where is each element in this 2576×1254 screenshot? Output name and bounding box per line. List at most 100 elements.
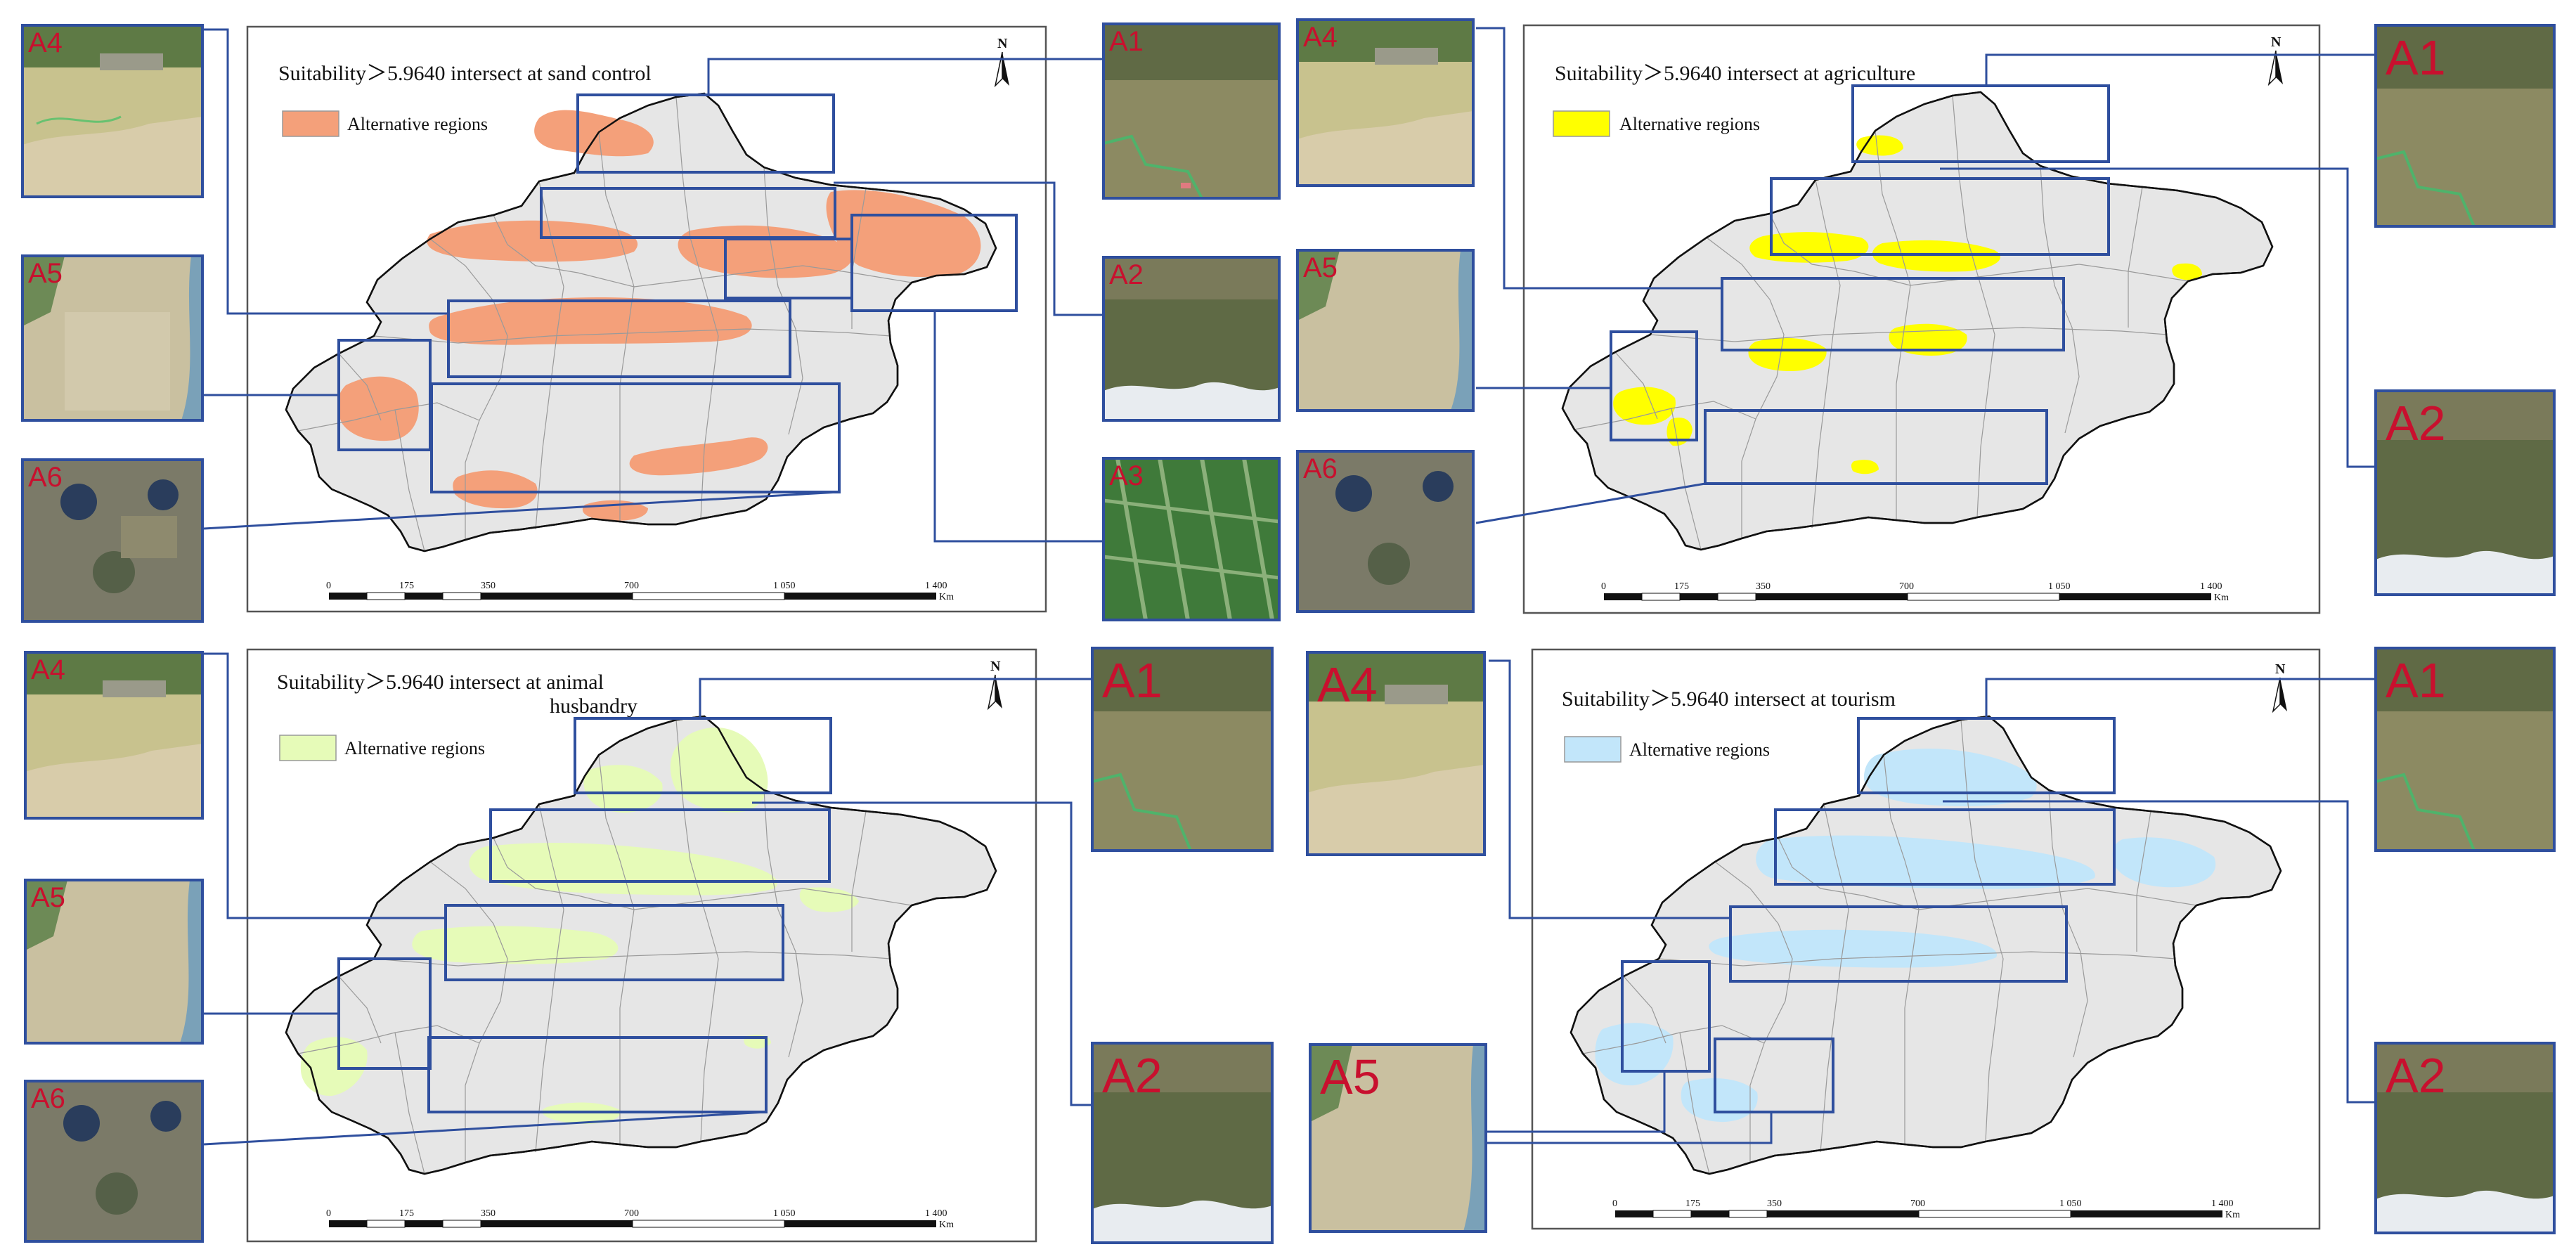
svg-text:350: 350 xyxy=(481,581,496,591)
zoom-box-a1 xyxy=(574,717,832,794)
thumbnail-a5: A5 xyxy=(24,879,204,1045)
thumbnail-a2: A2 xyxy=(2374,1042,2556,1234)
svg-text:175: 175 xyxy=(1674,581,1689,592)
zoom-box-a6 xyxy=(430,382,841,493)
panel-agriculture: Suitability＞5.9640 intersect at agricult… xyxy=(1475,24,2374,614)
svg-text:A6: A6 xyxy=(28,462,63,493)
thumbnail-a4: A4 xyxy=(24,651,204,820)
svg-text:A1: A1 xyxy=(1109,26,1144,57)
zoom-box-a5 xyxy=(1621,960,1711,1073)
svg-text:A2: A2 xyxy=(2386,396,2446,451)
thumbnail-a1: A1 xyxy=(2374,647,2556,852)
thumbnail-a3: A3 xyxy=(1102,457,1281,621)
zoom-box-a2 xyxy=(1774,808,2116,886)
leader-lines xyxy=(203,652,1091,1146)
thumbnail-a6: A6 xyxy=(1296,450,1475,613)
svg-text:A5: A5 xyxy=(28,258,63,289)
svg-text:A4: A4 xyxy=(1317,657,1378,712)
svg-text:175: 175 xyxy=(399,1208,414,1219)
thumbnail-a2: A2 xyxy=(2374,389,2556,596)
scale-bar: 0 175 350 700 1 050 1 400 Km xyxy=(326,581,954,602)
svg-text:Km: Km xyxy=(2214,593,2229,603)
thumbnail-a6: A6 xyxy=(24,1080,204,1243)
svg-text:A4: A4 xyxy=(1303,22,1338,53)
legend-swatch xyxy=(1553,110,1610,137)
zoom-box-a6 xyxy=(427,1036,768,1113)
svg-text:A3: A3 xyxy=(1109,460,1144,491)
thumbnail-a5: A5 xyxy=(21,254,204,422)
svg-text:A5: A5 xyxy=(1320,1049,1380,1104)
panel-title: Suitability＞5.9640 intersect at tourism xyxy=(1562,687,1896,711)
svg-text:1 050: 1 050 xyxy=(2059,1198,2082,1209)
svg-text:A1: A1 xyxy=(1102,653,1163,708)
panel-title: Suitability＞5.9640 intersect at sand con… xyxy=(278,62,652,85)
scale-bar: 0 175 350 700 1 050 1 400 Km xyxy=(326,1208,954,1230)
zoom-box-a3b xyxy=(724,238,853,299)
svg-text:A1: A1 xyxy=(2386,30,2446,85)
legend-swatch xyxy=(279,735,337,761)
svg-text:1 400: 1 400 xyxy=(925,1208,947,1219)
svg-text:A6: A6 xyxy=(1303,453,1338,484)
north-arrow-icon: N xyxy=(988,659,1003,709)
zoom-box-a1 xyxy=(576,93,835,174)
svg-text:A5: A5 xyxy=(1303,252,1338,283)
legend-label: Alternative regions xyxy=(347,114,488,134)
leader-lines xyxy=(1486,659,2374,1144)
svg-text:1 400: 1 400 xyxy=(2211,1198,2234,1209)
svg-text:Km: Km xyxy=(939,592,954,602)
svg-text:N: N xyxy=(2275,661,2286,677)
svg-text:A2: A2 xyxy=(1109,259,1144,290)
svg-text:N: N xyxy=(990,659,1001,674)
svg-text:Km: Km xyxy=(2225,1210,2240,1220)
svg-text:A2: A2 xyxy=(1102,1048,1163,1103)
svg-text:1 400: 1 400 xyxy=(2200,581,2222,592)
svg-text:A1: A1 xyxy=(2386,653,2446,708)
svg-text:175: 175 xyxy=(1685,1198,1700,1209)
svg-text:700: 700 xyxy=(624,581,639,591)
thumbnail-a1: A1 xyxy=(1102,22,1281,200)
panel-sand-control: Suitability＞5.9640 intersect at sand con… xyxy=(203,25,1102,613)
svg-text:Km: Km xyxy=(939,1220,954,1230)
leader-lines xyxy=(203,28,1102,543)
svg-text:1 050: 1 050 xyxy=(2048,581,2071,592)
zoom-box-a2 xyxy=(540,187,836,239)
zoom-box-a4 xyxy=(447,299,791,378)
svg-text:N: N xyxy=(997,36,1008,51)
legend-label: Alternative regions xyxy=(344,738,485,758)
svg-text:1 050: 1 050 xyxy=(773,581,796,591)
zoom-box-a4 xyxy=(1729,905,2068,983)
zoom-box-a2 xyxy=(489,808,831,883)
panel-title-line2: husbandry xyxy=(550,694,637,718)
zoom-box-a5b xyxy=(1714,1038,1834,1113)
legend-swatch xyxy=(1564,736,1622,763)
legend-label: Alternative regions xyxy=(1629,739,1770,760)
thumbnail-a5: A5 xyxy=(1296,249,1475,412)
svg-text:0: 0 xyxy=(1612,1198,1617,1209)
svg-text:0: 0 xyxy=(1601,581,1606,592)
zoom-box-a4 xyxy=(444,904,784,981)
svg-text:700: 700 xyxy=(624,1208,639,1219)
thumbnail-a6: A6 xyxy=(21,458,204,623)
zoom-box-a4 xyxy=(1721,277,2065,351)
thumbnail-a2: A2 xyxy=(1091,1042,1274,1244)
thumbnail-a4: A4 xyxy=(1306,651,1486,856)
svg-text:0: 0 xyxy=(326,1208,331,1219)
thumbnail-a2: A2 xyxy=(1102,256,1281,422)
thumbnail-a5: A5 xyxy=(1309,1043,1487,1233)
thumbnail-a4: A4 xyxy=(21,24,204,198)
scale-bar: 0 175 350 700 1 050 1 400 Km xyxy=(1612,1198,2240,1220)
thumbnail-a4: A4 xyxy=(1296,18,1475,187)
panel-animal-husbandry: Suitability＞5.9640 intersect at animal h… xyxy=(203,648,1091,1243)
svg-text:A6: A6 xyxy=(31,1083,65,1114)
svg-text:700: 700 xyxy=(1910,1198,1925,1209)
north-arrow-icon: N xyxy=(995,36,1010,86)
north-arrow-icon: N xyxy=(2268,34,2284,85)
zoom-box-a1 xyxy=(1851,84,2110,163)
panel-title: Suitability＞5.9640 intersect at agricult… xyxy=(1555,62,1915,85)
panel-tourism: Suitability＞5.9640 intersect at tourism … xyxy=(1486,648,2374,1230)
scale-bar: 0 175 350 700 1 050 1 400 Km xyxy=(1601,581,2229,603)
zoom-box-a6 xyxy=(1704,409,2048,485)
svg-text:N: N xyxy=(2271,34,2281,50)
svg-text:A5: A5 xyxy=(31,882,65,913)
